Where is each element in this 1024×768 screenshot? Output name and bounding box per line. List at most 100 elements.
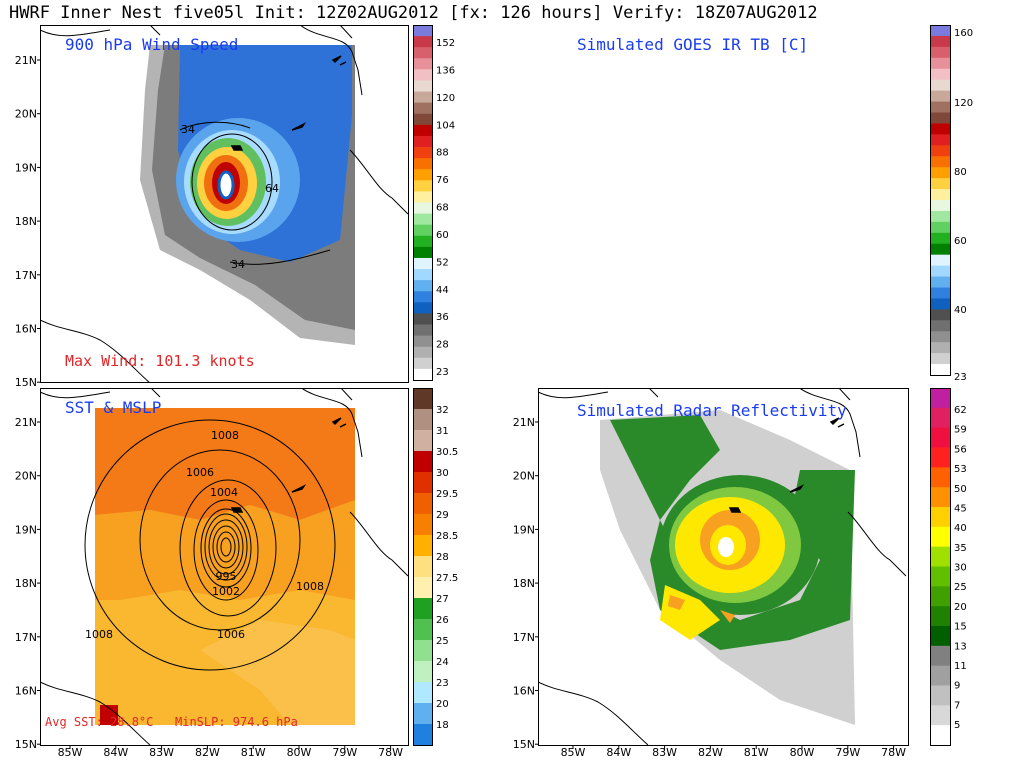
- colorbar-segment: [930, 265, 950, 278]
- colorbar-segment: [413, 135, 432, 148]
- panel-title: Simulated Radar Reflectivity: [577, 401, 847, 420]
- colorbar-segment: [930, 507, 950, 528]
- colorbar-label: 25: [954, 582, 967, 593]
- lat-label: 21N: [513, 416, 535, 429]
- lon-label: 81W: [744, 746, 769, 759]
- contour-label: 64: [265, 182, 279, 195]
- colorbar-label: 30: [954, 563, 967, 574]
- colorbar-segment: [930, 287, 950, 299]
- colorbar-label: 24: [436, 657, 449, 668]
- colorbar-segment: [930, 606, 950, 627]
- lat-label: 17N: [513, 631, 535, 644]
- lat-label: 19N: [15, 161, 37, 174]
- colorbar-segment: [930, 243, 950, 256]
- colorbar-segment: [930, 35, 950, 48]
- colorbar-segment: [413, 91, 432, 104]
- contour-label: 1002: [212, 585, 240, 598]
- colorbar-segment: [413, 619, 432, 641]
- colorbar-segment: [413, 213, 432, 226]
- lat-label: 17N: [15, 269, 37, 282]
- colorbar-label: 28.5: [436, 531, 458, 542]
- colorbar-segment: [930, 57, 950, 70]
- colorbar-segment: [413, 409, 432, 431]
- colorbar-label: 52: [436, 257, 449, 268]
- lat-label: 15N: [513, 738, 535, 751]
- wind-field: [41, 25, 408, 382]
- colorbar-label: 45: [954, 503, 967, 514]
- colorbar-segment: [413, 25, 432, 37]
- colorbar-label: 32: [436, 405, 449, 416]
- panel-title: Simulated GOES IR TB [C]: [577, 35, 808, 54]
- colorbar-segment: [930, 134, 950, 146]
- colorbar-segment: [413, 191, 432, 203]
- colorbar-label: 26: [436, 615, 449, 626]
- colorbar-frame: [930, 388, 951, 746]
- colorbar-segment: [930, 586, 950, 607]
- lon-label: 79W: [332, 746, 357, 759]
- colorbar-label: 30: [436, 468, 449, 479]
- lat-label: 16N: [15, 685, 37, 698]
- colorbar-segment: [930, 210, 950, 223]
- lon-label: 82W: [698, 746, 723, 759]
- colorbar-label: 28: [436, 340, 449, 351]
- colorbar-label: 68: [436, 203, 449, 214]
- colorbar-label: 25: [436, 636, 449, 647]
- colorbar-segment: [930, 200, 950, 212]
- lat-label: 19N: [15, 523, 37, 536]
- colorbar-segment: [930, 566, 950, 587]
- lon-label: 84W: [606, 746, 631, 759]
- colorbars: [413, 25, 951, 746]
- colorbar-segment: [930, 254, 950, 267]
- colorbar-label: 62: [954, 405, 967, 416]
- lat-label: 18N: [513, 577, 535, 590]
- colorbar-label: 15: [954, 622, 967, 633]
- colorbar-label: 88: [436, 148, 449, 159]
- colorbar-label: 18: [436, 720, 449, 731]
- colorbar-segment: [930, 46, 950, 59]
- colorbar-segment: [930, 342, 950, 354]
- colorbar-segment: [413, 180, 432, 192]
- colorbar-label: 60: [954, 236, 967, 247]
- colorbar-label: 160: [954, 28, 973, 39]
- lon-label: 83W: [652, 746, 677, 759]
- lon-label: 80W: [790, 746, 815, 759]
- colorbar-segment: [930, 221, 950, 234]
- lon-label: 85W: [561, 746, 586, 759]
- colorbar-label: 31: [436, 426, 449, 437]
- lat-label: 16N: [513, 685, 535, 698]
- radar-field: [539, 388, 907, 745]
- colorbar-segment: [413, 47, 432, 59]
- lat-label: 20N: [15, 470, 37, 483]
- colorbar-segment: [930, 276, 950, 288]
- colorbar-segment: [930, 189, 950, 201]
- colorbar-segment: [930, 427, 950, 448]
- colorbar-frame: [930, 25, 951, 376]
- colorbar-segment: [930, 546, 950, 567]
- colorbar-segment: [930, 447, 950, 468]
- colorbar-label: 35: [954, 543, 967, 554]
- colorbar-segment: [930, 725, 950, 746]
- colorbar-segment: [413, 202, 432, 215]
- colorbar-segment: [930, 705, 950, 726]
- colorbar-segment: [930, 90, 950, 103]
- colorbar-segment: [413, 280, 432, 292]
- annotation: MinSLP: 974.6 hPa: [175, 715, 298, 729]
- lat-label: 15N: [15, 738, 37, 751]
- colorbar-label: 5: [954, 720, 960, 731]
- colorbar-label: 59: [954, 425, 967, 436]
- colorbar-label: 50: [954, 484, 967, 495]
- colorbar-label: 28: [436, 552, 449, 563]
- colorbar-label: 7: [954, 700, 960, 711]
- colorbar-label: 56: [954, 444, 967, 455]
- colorbar-segment: [930, 167, 950, 179]
- colorbar-segment: [930, 112, 950, 124]
- colorbar-segment: [930, 68, 950, 81]
- colorbar-label: 23: [954, 372, 967, 383]
- annotation: Max Wind: 101.3 knots: [65, 352, 255, 370]
- annotation: Avg SST: 28.8°C: [45, 715, 153, 729]
- colorbar-segment: [413, 113, 432, 126]
- colorbar-segment: [413, 69, 432, 81]
- colorbar-label: 13: [954, 641, 967, 652]
- colorbar-label: 9: [954, 681, 960, 692]
- lat-label: 16N: [15, 323, 37, 336]
